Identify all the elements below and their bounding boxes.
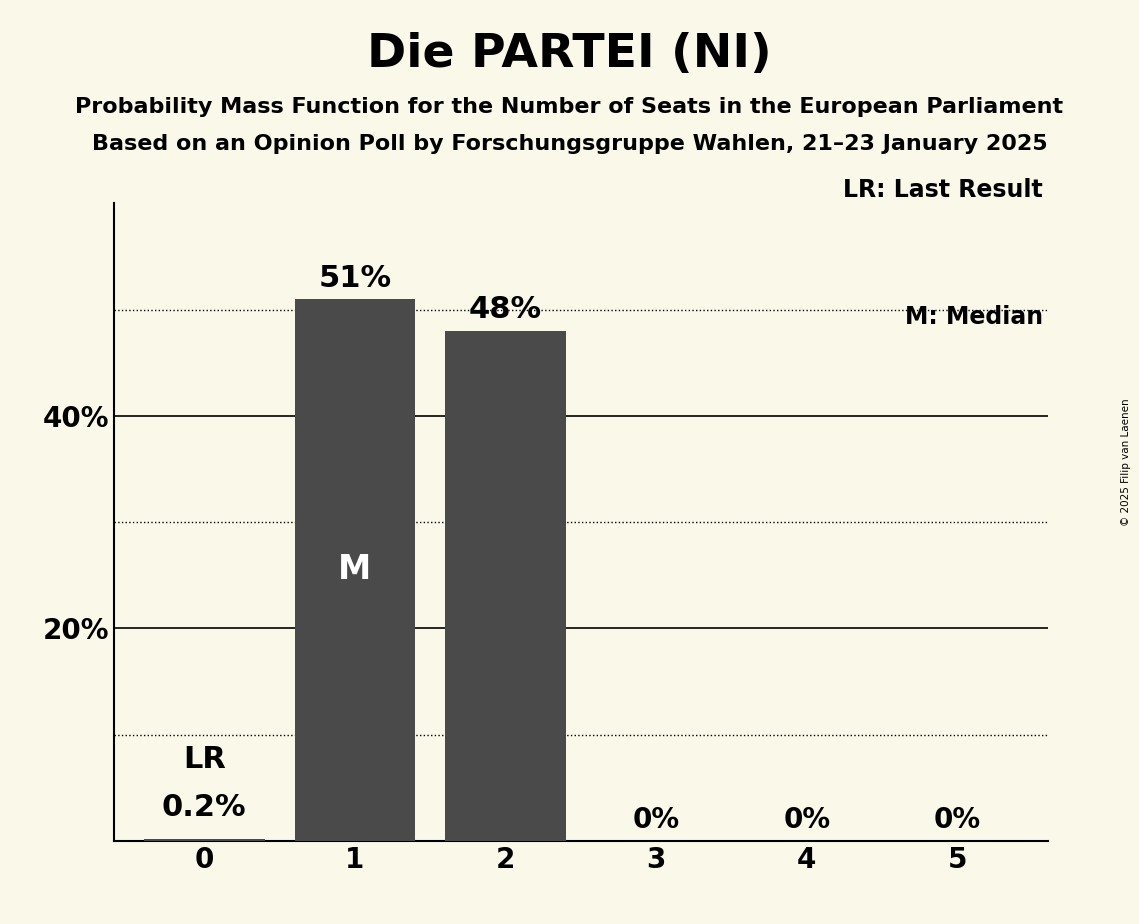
Text: Based on an Opinion Poll by Forschungsgruppe Wahlen, 21–23 January 2025: Based on an Opinion Poll by Forschungsgr… — [91, 134, 1048, 154]
Text: 51%: 51% — [319, 263, 392, 293]
Text: LR: Last Result: LR: Last Result — [844, 177, 1043, 201]
Text: 48%: 48% — [469, 296, 542, 324]
Text: Die PARTEI (NI): Die PARTEI (NI) — [367, 32, 772, 78]
Text: LR: LR — [183, 745, 226, 774]
Text: M: Median: M: Median — [906, 305, 1043, 329]
Text: 0%: 0% — [934, 807, 981, 834]
Text: 0%: 0% — [632, 807, 680, 834]
Bar — [144, 839, 264, 841]
Text: Probability Mass Function for the Number of Seats in the European Parliament: Probability Mass Function for the Number… — [75, 97, 1064, 117]
Text: 0.2%: 0.2% — [162, 793, 247, 821]
Bar — [295, 299, 416, 841]
Text: 0%: 0% — [784, 807, 830, 834]
Text: © 2025 Filip van Laenen: © 2025 Filip van Laenen — [1121, 398, 1131, 526]
Text: M: M — [338, 553, 371, 587]
Bar — [445, 331, 566, 841]
